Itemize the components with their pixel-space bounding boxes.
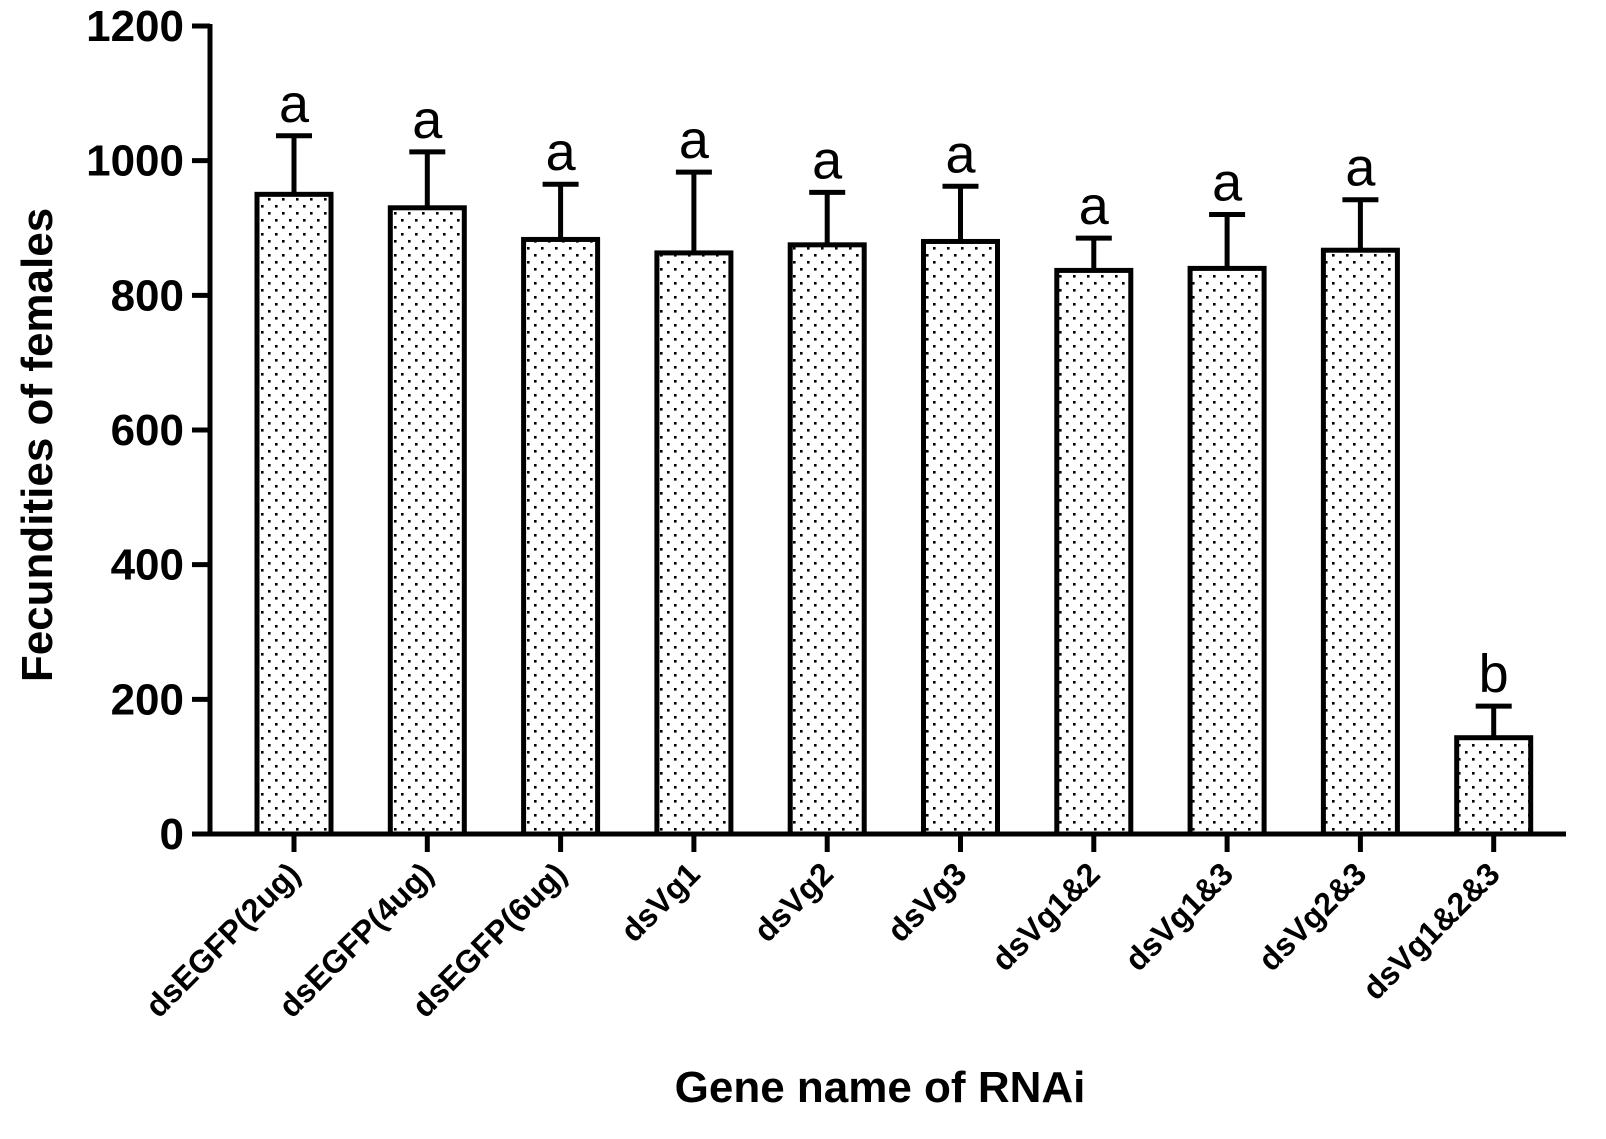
significance-label-2: a xyxy=(412,90,443,150)
x-tick-label-4: dsVg1 xyxy=(613,855,706,948)
x-axis-title: Gene name of RNAi xyxy=(675,1063,1086,1112)
axes-layer xyxy=(192,23,1566,852)
x-tick-label-6: dsVg3 xyxy=(880,855,973,948)
significance-label-4: a xyxy=(679,110,710,170)
bar-8 xyxy=(1187,265,1267,837)
significance-label-7: a xyxy=(1079,176,1110,236)
x-tick-label-7: dsVg1&2 xyxy=(984,855,1106,977)
bar-3 xyxy=(521,236,601,837)
bar-9 xyxy=(1320,247,1400,837)
significance-label-10: b xyxy=(1479,644,1509,704)
significance-label-6: a xyxy=(945,124,976,184)
x-tick-label-9: dsVg2&3 xyxy=(1251,855,1373,977)
bar-10 xyxy=(1454,735,1534,837)
significance-label-8: a xyxy=(1212,153,1243,213)
y-tick-label-800: 800 xyxy=(111,271,184,320)
bar-1 xyxy=(254,191,334,837)
significance-label-5: a xyxy=(812,130,843,190)
y-tick-label-1000: 1000 xyxy=(86,137,184,186)
x-tick-label-10: dsVg1&2&3 xyxy=(1355,855,1506,1006)
x-tick-label-8: dsVg1&3 xyxy=(1118,855,1240,977)
bars-layer xyxy=(254,133,1534,837)
bar-6 xyxy=(921,238,1000,837)
y-axis-title: Fecundities of females xyxy=(13,208,62,682)
significance-label-9: a xyxy=(1345,138,1376,198)
significance-label-1: a xyxy=(279,74,310,134)
y-tick-label-400: 400 xyxy=(111,541,184,590)
bar-7 xyxy=(1054,267,1134,837)
significance-label-3: a xyxy=(546,122,577,182)
bar-4 xyxy=(654,250,734,837)
y-tick-label-0: 0 xyxy=(160,810,184,859)
y-tick-label-600: 600 xyxy=(111,406,184,455)
y-tick-label-200: 200 xyxy=(111,675,184,724)
bar-2 xyxy=(387,205,467,837)
y-tick-label-1200: 1200 xyxy=(86,2,184,51)
x-tick-label-5: dsVg2 xyxy=(747,855,840,948)
bar-5 xyxy=(787,242,867,837)
